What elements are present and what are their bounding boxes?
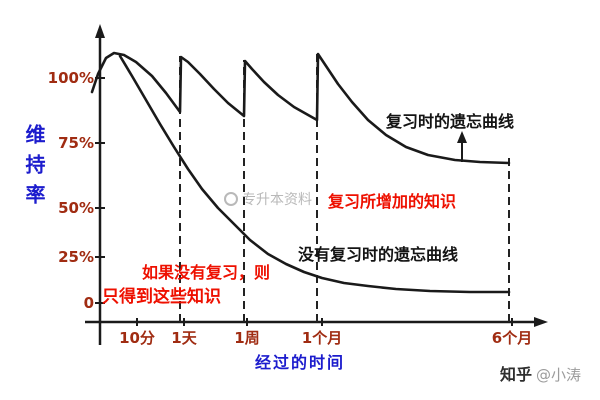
zhihu-watermark: 知乎 @小涛 [500,361,581,385]
review-curve-label: 复习时的遗忘曲线 [386,112,515,131]
x-axis-title: 经过的时间 [254,353,345,372]
watermark-text: 专升本资料 [242,192,312,208]
curve-no-review [118,54,511,294]
y-tick-label: 100% [47,69,94,87]
x-tick-label: 6个月 [491,329,533,347]
only-gain-label: 只得到这些知识 [102,287,221,307]
x-tick-label: 1天 [171,329,197,347]
axes [85,24,548,345]
y-tick-label: 75% [58,134,94,152]
curve-with-review [90,51,511,165]
y-tick-label: 50% [58,199,94,217]
y-tick-label: 0 [83,294,94,312]
x-tick-label: 1周 [234,329,260,347]
y-tick-label: 25% [58,248,94,266]
watermark-logo-icon [224,192,238,206]
x-axis-arrow-icon [534,317,548,327]
x-tick-label: 10分 [119,329,155,347]
x-tick-label: 1个月 [301,329,343,347]
y-axis-title: 维持率 [22,124,46,214]
plot-dynamic [90,51,513,326]
if-no-review-label: 如果没有复习，则 [142,263,271,282]
zhihu-brand-text: 知乎 [500,365,533,384]
center-watermark: 专升本资料 [224,189,312,209]
zhihu-author-text: @小涛 [536,366,582,384]
no-review-curve-label: 没有复习时的遗忘曲线 [298,245,459,264]
y-axis-arrow-icon [95,24,105,38]
review-curve-pointer-arrowhead-icon [457,131,467,143]
gained-knowledge-label: 复习所增加的知识 [328,192,457,211]
